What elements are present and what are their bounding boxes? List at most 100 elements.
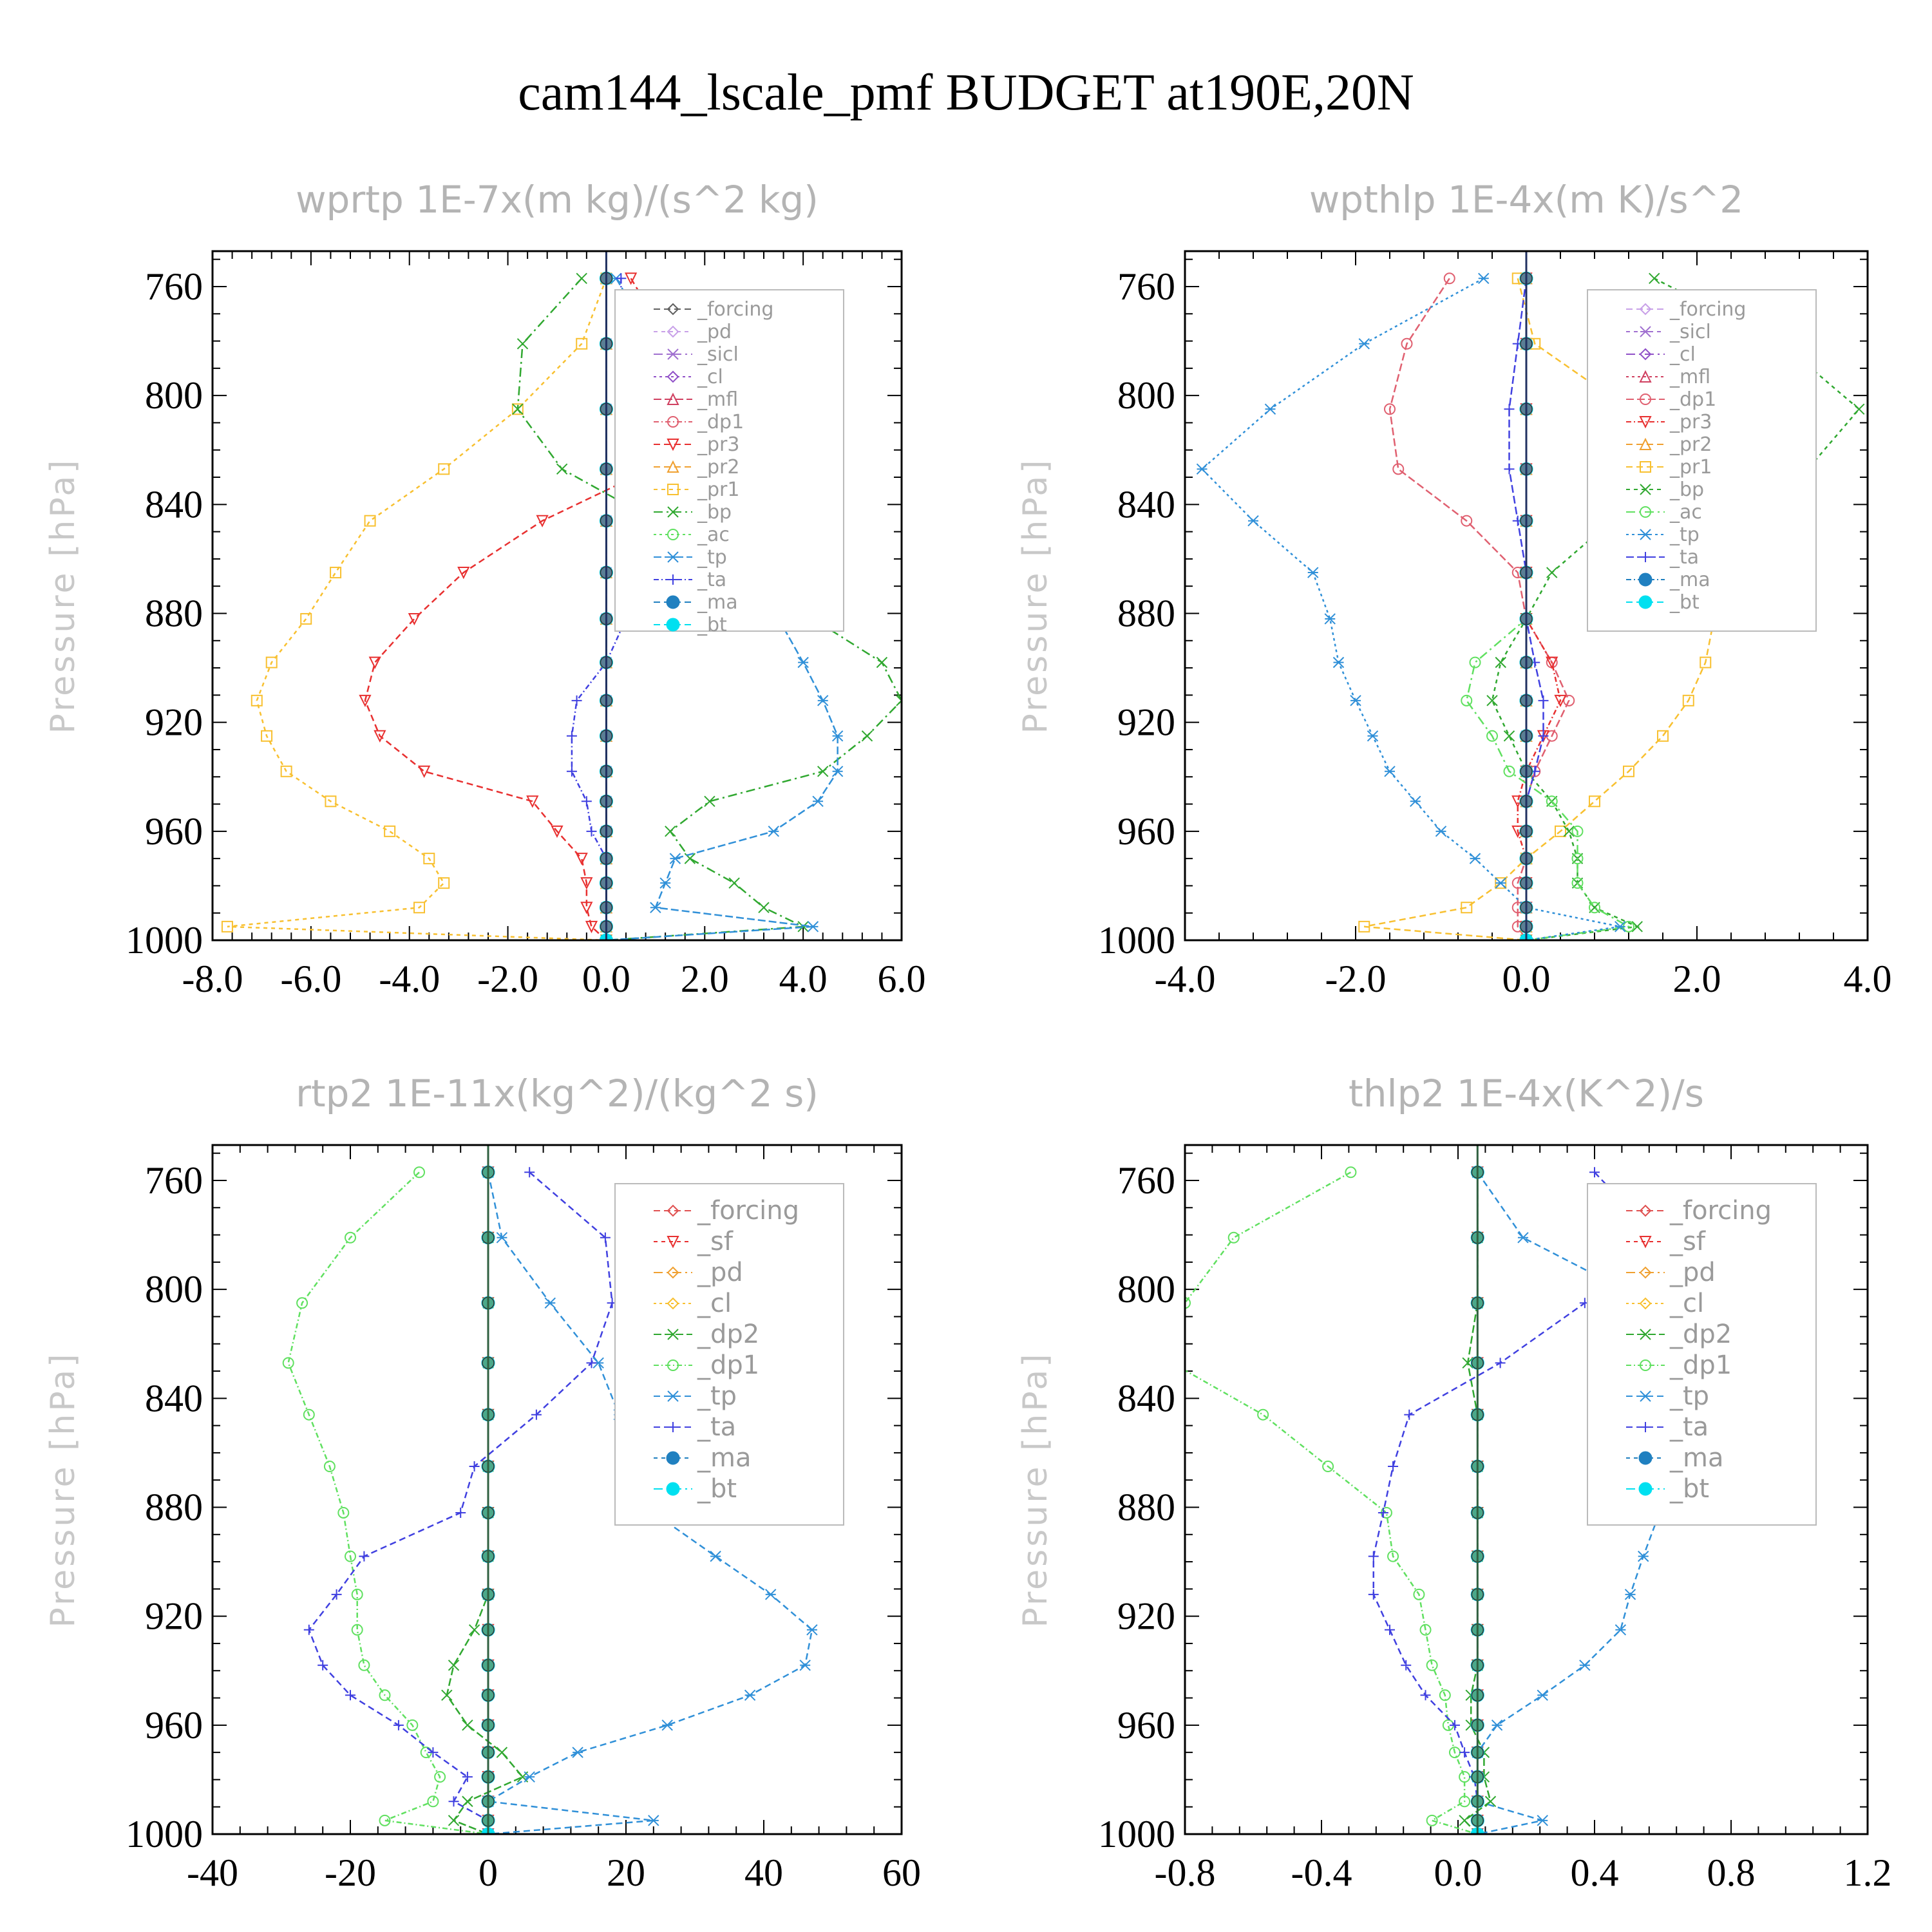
legend-swatch-marker bbox=[667, 303, 679, 316]
legend-label: _forcing bbox=[697, 298, 773, 321]
x-tick-label: 1.2 bbox=[1844, 1852, 1892, 1894]
data-point bbox=[1368, 1589, 1379, 1600]
legend-item-bp: _bp bbox=[1626, 478, 1704, 501]
x-tick-label: 4.0 bbox=[1844, 958, 1892, 1000]
data-point bbox=[280, 765, 292, 777]
data-point bbox=[1443, 272, 1455, 285]
y-axis-label: Pressure [hPa] bbox=[1016, 458, 1055, 734]
data-point bbox=[462, 1719, 473, 1731]
data-point bbox=[585, 920, 598, 934]
x-tick-label: 2.0 bbox=[1673, 958, 1721, 1000]
legend-swatch-marker bbox=[666, 1482, 680, 1496]
legend-item-pr2: _pr2 bbox=[654, 456, 739, 478]
y-tick-label: 840 bbox=[145, 1377, 203, 1419]
data-point bbox=[1257, 1408, 1269, 1421]
legend-swatch-marker bbox=[1638, 573, 1653, 587]
legend-item-forcing: _forcing bbox=[1626, 1196, 1772, 1226]
legend-item-ta: _ta bbox=[654, 1412, 736, 1442]
series-pr3 bbox=[1511, 272, 1567, 940]
data-point bbox=[296, 1297, 308, 1309]
data-point bbox=[1504, 404, 1515, 415]
data-point bbox=[331, 1589, 342, 1600]
data-point bbox=[496, 1232, 508, 1244]
legend-item-pr1: _pr1 bbox=[654, 478, 739, 501]
panel-title: thlp2 1E-4x(K^2)/s bbox=[1349, 1072, 1704, 1115]
data-point bbox=[1461, 902, 1473, 914]
data-point bbox=[1495, 877, 1506, 889]
legend-label: _bp bbox=[1669, 478, 1704, 501]
legend-label: _dp1 bbox=[697, 411, 744, 433]
data-point bbox=[665, 826, 676, 837]
panels: wprtp 1E-7x(m kg)/(s^2 kg) Pressure [hPa]… bbox=[44, 178, 1892, 1894]
data-point bbox=[300, 612, 312, 625]
data-point bbox=[764, 1589, 777, 1600]
legend-item-ma: _ma bbox=[1626, 1443, 1723, 1473]
data-point bbox=[1537, 1815, 1548, 1826]
data-point bbox=[359, 1551, 370, 1562]
series-line bbox=[1200, 278, 1620, 940]
data-point bbox=[650, 902, 661, 913]
panel-1: wprtp 1E-7x(m kg)/(s^2 kg) Pressure [hPa]… bbox=[44, 178, 926, 1000]
legend-label: _ma bbox=[697, 591, 738, 614]
legend-item-pd: _pd bbox=[1626, 1258, 1716, 1287]
data-point bbox=[1571, 825, 1584, 837]
legend-item-bt: _bt bbox=[654, 1474, 737, 1504]
data-point bbox=[1504, 464, 1515, 475]
legend-item-bp: _bp bbox=[654, 501, 732, 524]
y-tick-label: 920 bbox=[1117, 701, 1175, 744]
data-point bbox=[625, 272, 638, 285]
data-point bbox=[586, 1358, 597, 1368]
data-point bbox=[1589, 795, 1600, 808]
series-ta bbox=[303, 1167, 618, 1834]
series-line bbox=[287, 1171, 489, 1834]
data-point bbox=[1358, 338, 1370, 350]
y-axis-label: Pressure [hPa] bbox=[1016, 1352, 1055, 1628]
legend-item-mfl: _mfl bbox=[1626, 366, 1710, 388]
data-point bbox=[1185, 1297, 1191, 1309]
legend-label: _tp bbox=[697, 546, 727, 569]
data-point bbox=[345, 1690, 355, 1701]
legend-label: _sf bbox=[697, 1227, 734, 1256]
data-point bbox=[1387, 1550, 1399, 1562]
data-point bbox=[817, 695, 829, 706]
data-point bbox=[1401, 1660, 1412, 1671]
data-point bbox=[1420, 1690, 1431, 1701]
data-point bbox=[1649, 272, 1660, 284]
data-point bbox=[1571, 853, 1584, 865]
legend-label: _pr1 bbox=[697, 478, 739, 501]
data-point bbox=[575, 853, 588, 866]
data-point bbox=[261, 730, 273, 742]
legend-item-pd: _pd bbox=[654, 1258, 743, 1287]
legend-label: _cl bbox=[697, 1289, 732, 1318]
data-point bbox=[1563, 826, 1575, 837]
legend-swatch-marker bbox=[1639, 303, 1652, 316]
legend-item-bt: _bt bbox=[1626, 591, 1700, 614]
legend-label: _bt bbox=[1669, 1474, 1709, 1504]
panel-3: rtp2 1E-11x(kg^2)/(kg^2 s) Pressure [hPa]… bbox=[44, 1072, 921, 1894]
legend-swatch-marker bbox=[667, 392, 679, 405]
legend-box bbox=[614, 289, 844, 632]
data-point bbox=[379, 1814, 391, 1826]
legend-item-sicl: _sicl bbox=[654, 343, 739, 366]
legend-label: _mfl bbox=[1669, 366, 1710, 388]
series-dp1 bbox=[1384, 272, 1575, 940]
data-point bbox=[768, 826, 779, 837]
data-point bbox=[325, 795, 337, 808]
data-point bbox=[1435, 826, 1447, 837]
data-point bbox=[536, 515, 549, 527]
plot-area bbox=[282, 1145, 818, 1834]
data-point bbox=[616, 273, 627, 284]
legend-swatch-marker bbox=[1639, 1236, 1652, 1249]
legend-item-dp1: _dp1 bbox=[654, 1350, 759, 1380]
data-point bbox=[1486, 730, 1498, 742]
data-point bbox=[728, 877, 740, 889]
data-point bbox=[438, 463, 450, 475]
legend-item-ac: _ac bbox=[1626, 501, 1702, 524]
data-point bbox=[1469, 656, 1481, 668]
data-point bbox=[1700, 656, 1712, 668]
legend-label: _ma bbox=[1669, 569, 1710, 591]
legend-swatch-marker bbox=[1640, 1390, 1651, 1402]
legend-label: _tp bbox=[1669, 1381, 1709, 1411]
y-tick-label: 880 bbox=[1117, 1486, 1175, 1528]
legend-swatch-marker bbox=[1640, 552, 1651, 562]
